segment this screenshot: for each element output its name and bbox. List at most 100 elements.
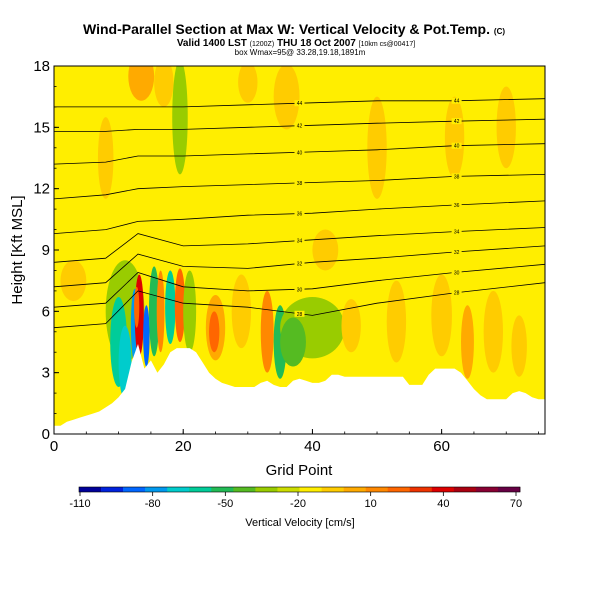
velocity-feature [128, 66, 155, 101]
velocity-feature [134, 286, 140, 328]
x-tick-label: 60 [433, 438, 450, 455]
colorbar-swatch [365, 487, 388, 492]
velocity-feature [154, 66, 174, 107]
velocity-feature [260, 290, 274, 373]
y-tick-label: 3 [42, 365, 50, 382]
velocity-feature [312, 229, 339, 271]
velocity-feature [496, 86, 516, 169]
isentrope-40 [54, 143, 545, 165]
velocity-feature [511, 315, 527, 377]
velocity-feature [143, 305, 150, 367]
isentrope-label: 40 [297, 150, 303, 156]
isentrope-42 [54, 118, 545, 132]
y-tick-label: 9 [42, 242, 50, 259]
isentrope-label-bg [451, 248, 462, 255]
velocity-feature [183, 270, 197, 353]
isentrope-label-bg [451, 173, 462, 180]
isentrope-label: 40 [454, 144, 460, 150]
chart-title: Wind-Parallel Section at Max W: Vertical… [83, 21, 505, 37]
velocity-feature [341, 299, 361, 353]
isentrope-label: 32 [454, 250, 460, 256]
x-tick-label: 20 [175, 438, 192, 455]
velocity-feature [231, 274, 252, 349]
velocity-feature [483, 290, 504, 373]
velocity-feature [148, 266, 160, 357]
chart-subtitle-2: box Wmax=95@ 33.28,19.18,1891m [235, 48, 366, 57]
isentrope-28 [54, 282, 545, 329]
isentrope-32 [54, 245, 545, 288]
velocity-feature [367, 96, 387, 199]
x-axis-label: Grid Point [266, 462, 334, 479]
subtitle-date: THU 18 Oct 2007 [277, 38, 356, 49]
isentrope-label-bg [451, 201, 462, 208]
isentrope-44 [54, 98, 545, 108]
isentrope-label: 28 [454, 291, 460, 297]
colorbar-swatch [101, 487, 124, 492]
isentrope-label: 38 [297, 181, 303, 187]
velocity-feature [386, 280, 407, 363]
velocity-feature [209, 311, 220, 353]
velocity-feature [97, 117, 114, 199]
velocity-feature [238, 66, 258, 103]
colorbar-swatch [343, 487, 366, 492]
y-tick-label: 12 [33, 181, 50, 198]
colorbar-tick-label: -80 [145, 498, 161, 510]
velocity-feature [172, 66, 188, 175]
isentrope-label: 42 [454, 119, 460, 125]
isentrope-label: 30 [454, 270, 460, 276]
colorbar-swatch [145, 487, 168, 492]
colorbar-tick-label: 70 [510, 498, 522, 510]
velocity-field [60, 66, 527, 400]
colorbar-swatch [431, 487, 455, 492]
isentrope-label: 42 [297, 124, 303, 130]
y-tick-label: 6 [42, 303, 50, 320]
terrain-fill [54, 344, 545, 434]
colorbar-tick-label: -50 [217, 498, 233, 510]
subtitle-utc: (1200Z) [250, 41, 275, 48]
colorbar-swatch [453, 487, 477, 492]
velocity-feature [165, 270, 176, 345]
colorbar-tick-label: -20 [290, 498, 306, 510]
isentrope-label-bg [294, 100, 305, 107]
colorbar-swatch [189, 487, 212, 492]
isentrope-label: 38 [454, 174, 460, 180]
isentrope-label: 34 [297, 239, 303, 245]
isentrope-label: 32 [297, 261, 303, 267]
velocity-feature [431, 274, 452, 357]
isentrope-38 [54, 174, 545, 200]
isentrope-label-bg [451, 97, 462, 104]
isentrope-label: 44 [454, 99, 460, 105]
colorbar-tick-label: 40 [437, 498, 449, 510]
subtitle-cs: [10km cs@00417] [359, 41, 416, 48]
colorbar-swatch [277, 487, 300, 492]
colorbar-swatch [497, 487, 521, 492]
isentrope-36 [54, 200, 545, 234]
isentrope-label: 34 [454, 230, 460, 236]
colorbar-swatch [299, 487, 322, 492]
isentrope-label-bg [294, 286, 305, 293]
isentrope-label: 28 [297, 312, 303, 318]
isentrope-label: 44 [297, 101, 303, 107]
y-tick-label: 0 [42, 426, 50, 443]
x-axis: 0 20 40 60 [50, 429, 539, 455]
isentrope-30 [54, 263, 545, 308]
colorbar-frame [78, 486, 521, 493]
colorbar-swatch [387, 487, 411, 492]
title-suffix: (C) [494, 27, 505, 36]
subtitle-valid: Valid 1400 LST [177, 38, 247, 49]
isentrope-label-bg [294, 210, 305, 217]
y-tick-label: 15 [33, 119, 50, 136]
colorbar-tick-label: 10 [365, 498, 377, 510]
isentrope-contours: 44 44 42 42 40 40 38 38 36 36 34 34 32 32 30 30 28 28 [54, 97, 545, 329]
colorbar: -110 -80 -50 -20 10 40 70 [69, 486, 522, 510]
isentrope-label-bg [294, 149, 305, 156]
y-axis: 0 3 6 9 12 15 18 [33, 58, 59, 443]
colorbar-swatch [255, 487, 278, 492]
plot-area: 44 44 42 42 40 40 38 38 36 36 34 34 32 32 30 30 28 28 [54, 66, 545, 434]
colorbar-swatch [409, 487, 433, 492]
colorbar-swatch [233, 487, 256, 492]
chart-subtitle: Valid 1400 LST (1200Z) THU 18 Oct 2007 [… [177, 38, 415, 49]
colorbar-swatch [321, 487, 344, 492]
isentrope-label-bg [294, 179, 305, 186]
